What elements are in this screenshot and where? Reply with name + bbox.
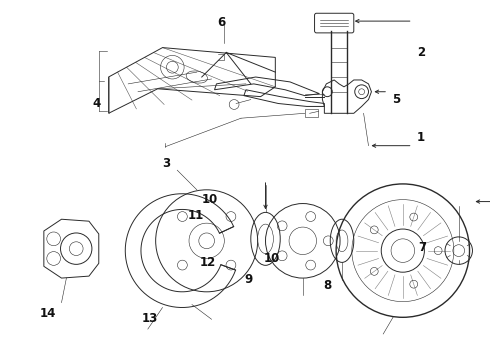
Text: 8: 8 [323,279,332,292]
Text: 10: 10 [201,193,218,206]
Text: 2: 2 [417,46,425,59]
Text: 1: 1 [417,131,425,144]
Text: 7: 7 [418,240,427,253]
Text: 3: 3 [163,157,171,170]
Text: 5: 5 [392,93,400,106]
Text: 9: 9 [244,273,252,286]
Text: 14: 14 [40,307,56,320]
Text: 11: 11 [187,209,203,222]
Text: 10: 10 [264,252,280,265]
Text: 6: 6 [218,16,226,30]
Text: 12: 12 [200,256,217,270]
Text: 13: 13 [142,312,158,325]
Text: 4: 4 [93,96,101,109]
